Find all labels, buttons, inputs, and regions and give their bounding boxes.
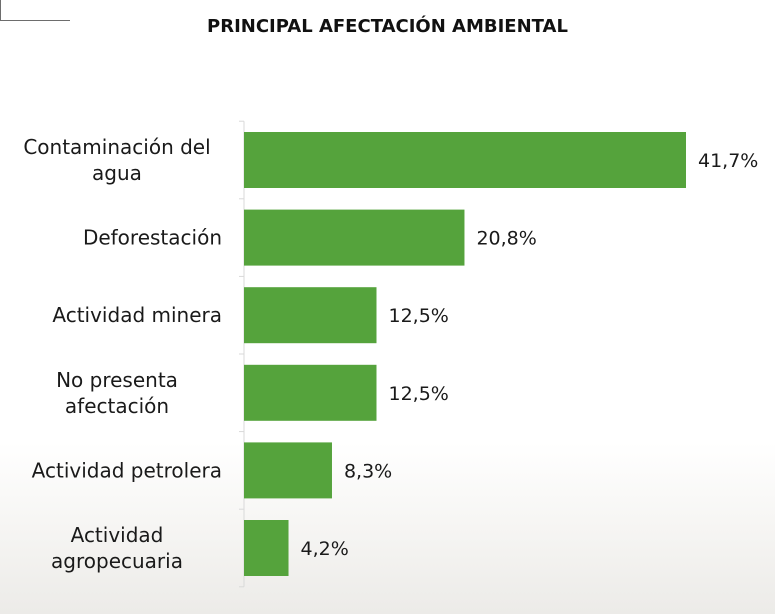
category-label: Deforestación	[83, 226, 222, 250]
category-label-line: Actividad petrolera	[32, 458, 222, 482]
category-label-line: Deforestación	[83, 226, 222, 250]
corner-rule-horizontal	[0, 20, 70, 21]
category-label-line: Actividad	[71, 523, 164, 547]
bar	[244, 364, 377, 421]
bar	[244, 132, 686, 188]
category-label-line: No presenta	[56, 368, 178, 392]
chart-title: PRINCIPAL AFECTACIÓN AMBIENTAL	[207, 16, 568, 37]
bar	[244, 209, 465, 266]
data-label: 41,7%	[698, 150, 758, 172]
data-label: 8,3%	[344, 460, 392, 482]
category-label-line: agropecuaria	[51, 549, 183, 573]
category-label-line: afectación	[65, 394, 169, 418]
category-label-line: agua	[92, 161, 142, 185]
category-label: Actividad minera	[52, 303, 222, 327]
category-label: Actividad agropecuaria	[51, 523, 183, 573]
category-label: Actividad petrolera	[32, 458, 222, 482]
category-label-line: Actividad minera	[52, 303, 222, 327]
category-label: Contaminación del agua	[23, 135, 210, 185]
corner-rule-vertical	[0, 0, 1, 21]
data-label: 12,5%	[388, 305, 448, 327]
data-label: 12,5%	[388, 383, 448, 405]
data-label: 20,8%	[476, 228, 536, 250]
category-label: No presenta afectación	[56, 368, 178, 418]
category-label-line: Contaminación del	[23, 135, 210, 159]
data-label: 4,2%	[301, 538, 349, 560]
bar	[244, 520, 289, 576]
bar	[244, 442, 332, 499]
bar	[244, 287, 377, 344]
